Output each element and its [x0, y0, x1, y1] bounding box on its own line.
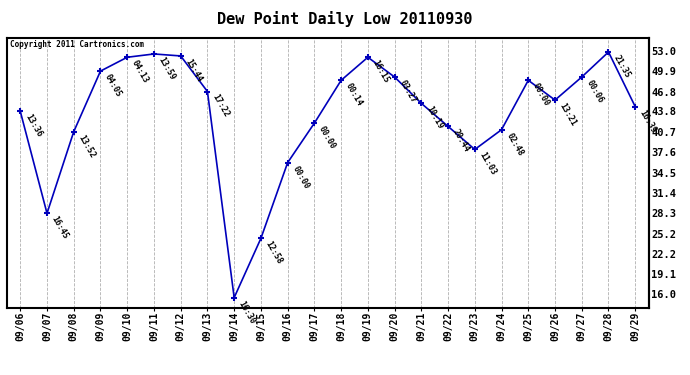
Text: 00:00: 00:00 [531, 82, 551, 108]
Text: 00:00: 00:00 [290, 164, 310, 190]
Text: 13:52: 13:52 [77, 133, 97, 159]
Text: 13:59: 13:59 [157, 56, 177, 81]
Text: 00:06: 00:06 [584, 78, 605, 105]
Text: Dew Point Daily Low 20110930: Dew Point Daily Low 20110930 [217, 11, 473, 27]
Text: 02:48: 02:48 [504, 131, 524, 157]
Text: 04:05: 04:05 [104, 72, 124, 99]
Text: 03:27: 03:27 [397, 78, 417, 105]
Text: 13:36: 13:36 [23, 112, 43, 139]
Text: 21:35: 21:35 [611, 53, 631, 80]
Text: 00:00: 00:00 [317, 124, 337, 151]
Text: 04:13: 04:13 [130, 58, 150, 85]
Text: 16:15: 16:15 [371, 58, 391, 85]
Text: 16:45: 16:45 [50, 215, 70, 241]
Text: 11:03: 11:03 [477, 151, 498, 177]
Text: 12:58: 12:58 [264, 240, 284, 266]
Text: Copyright 2011 Cartronics.com: Copyright 2011 Cartronics.com [10, 40, 144, 49]
Text: 16:30: 16:30 [237, 299, 257, 325]
Text: 00:14: 00:14 [344, 82, 364, 108]
Text: 20:44: 20:44 [451, 128, 471, 154]
Text: 16:39: 16:39 [638, 108, 658, 134]
Text: 17:22: 17:22 [210, 93, 230, 119]
Text: 10:19: 10:19 [424, 105, 444, 131]
Text: 13:21: 13:21 [558, 102, 578, 128]
Text: 15:44: 15:44 [184, 57, 204, 84]
